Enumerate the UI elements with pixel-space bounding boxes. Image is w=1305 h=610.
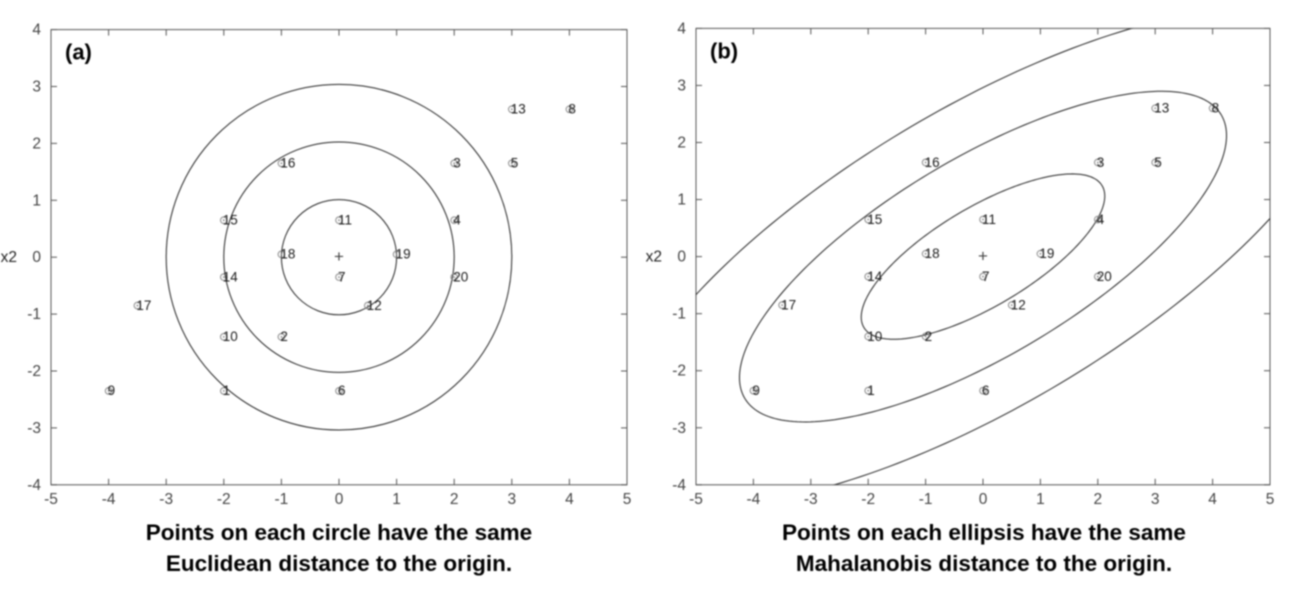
- svg-text:16: 16: [280, 156, 295, 171]
- svg-text:7: 7: [982, 269, 990, 284]
- svg-text:0: 0: [335, 491, 344, 508]
- svg-text:3: 3: [1097, 155, 1105, 170]
- svg-text:5: 5: [1266, 491, 1275, 508]
- svg-text:4: 4: [677, 20, 686, 37]
- svg-text:15: 15: [867, 212, 882, 227]
- svg-text:19: 19: [396, 247, 411, 262]
- svg-text:-1: -1: [672, 306, 686, 323]
- svg-text:16: 16: [925, 155, 940, 170]
- svg-text:17: 17: [136, 298, 151, 313]
- svg-text:7: 7: [338, 269, 346, 284]
- svg-text:-4: -4: [747, 491, 761, 508]
- svg-text:-4: -4: [672, 477, 686, 494]
- svg-text:14: 14: [223, 269, 239, 284]
- svg-text:5: 5: [511, 156, 519, 171]
- svg-text:(a): (a): [65, 40, 92, 65]
- svg-text:1: 1: [223, 383, 231, 398]
- svg-text:20: 20: [1097, 269, 1112, 284]
- svg-text:12: 12: [367, 298, 382, 313]
- svg-text:-4: -4: [102, 491, 116, 508]
- svg-text:11: 11: [982, 212, 996, 227]
- svg-text:14: 14: [867, 269, 883, 284]
- svg-text:-1: -1: [27, 306, 41, 323]
- svg-text:2: 2: [280, 329, 288, 344]
- svg-text:10: 10: [223, 329, 238, 344]
- svg-text:11: 11: [338, 213, 352, 228]
- svg-text:-3: -3: [27, 420, 41, 437]
- svg-text:2: 2: [925, 329, 933, 344]
- svg-text:17: 17: [781, 297, 796, 312]
- svg-text:5: 5: [1154, 155, 1162, 170]
- svg-text:x2: x2: [646, 249, 662, 266]
- svg-text:-5: -5: [44, 491, 58, 508]
- svg-text:-5: -5: [689, 491, 703, 508]
- svg-text:3: 3: [677, 77, 686, 94]
- svg-text:-2: -2: [861, 491, 875, 508]
- svg-text:3: 3: [507, 491, 516, 508]
- svg-text:6: 6: [982, 383, 990, 398]
- svg-text:2: 2: [677, 135, 686, 152]
- svg-text:x2: x2: [1, 249, 17, 266]
- svg-text:1: 1: [677, 192, 686, 209]
- svg-text:-1: -1: [275, 491, 289, 508]
- svg-text:13: 13: [511, 102, 526, 117]
- svg-text:1: 1: [32, 192, 41, 209]
- svg-text:0: 0: [32, 249, 41, 266]
- svg-text:-3: -3: [159, 491, 173, 508]
- svg-text:0: 0: [979, 491, 988, 508]
- svg-text:1: 1: [1036, 491, 1045, 508]
- svg-text:4: 4: [32, 22, 41, 39]
- svg-text:0: 0: [677, 249, 686, 266]
- svg-text:9: 9: [752, 383, 760, 398]
- svg-text:6: 6: [338, 383, 346, 398]
- svg-text:-2: -2: [217, 491, 231, 508]
- svg-text:20: 20: [453, 269, 468, 284]
- svg-text:+: +: [334, 247, 344, 266]
- svg-text:10: 10: [867, 329, 882, 344]
- svg-text:5: 5: [623, 491, 632, 508]
- svg-text:-2: -2: [27, 363, 41, 380]
- svg-text:3: 3: [32, 79, 41, 96]
- svg-text:-3: -3: [804, 491, 818, 508]
- svg-text:2: 2: [32, 135, 41, 152]
- svg-text:3: 3: [453, 156, 461, 171]
- svg-text:3: 3: [1151, 491, 1160, 508]
- svg-text:8: 8: [568, 102, 576, 117]
- svg-text:13: 13: [1154, 101, 1169, 116]
- svg-text:2: 2: [1093, 491, 1102, 508]
- svg-text:4: 4: [1208, 491, 1217, 508]
- svg-text:18: 18: [925, 246, 940, 261]
- svg-text:1: 1: [867, 383, 875, 398]
- svg-text:8: 8: [1212, 101, 1220, 116]
- svg-text:+: +: [978, 247, 988, 266]
- svg-text:9: 9: [108, 383, 116, 398]
- svg-text:2: 2: [450, 491, 459, 508]
- svg-text:-1: -1: [919, 491, 933, 508]
- svg-text:15: 15: [223, 213, 238, 228]
- svg-text:-3: -3: [672, 420, 686, 437]
- svg-text:-4: -4: [27, 477, 41, 494]
- svg-text:4: 4: [453, 213, 461, 228]
- svg-text:4: 4: [565, 491, 574, 508]
- svg-text:12: 12: [1011, 297, 1026, 312]
- svg-text:19: 19: [1039, 246, 1054, 261]
- svg-text:-2: -2: [672, 363, 686, 380]
- svg-text:(b): (b): [710, 38, 738, 63]
- svg-text:18: 18: [280, 247, 295, 262]
- svg-text:4: 4: [1097, 212, 1105, 227]
- svg-text:1: 1: [392, 491, 401, 508]
